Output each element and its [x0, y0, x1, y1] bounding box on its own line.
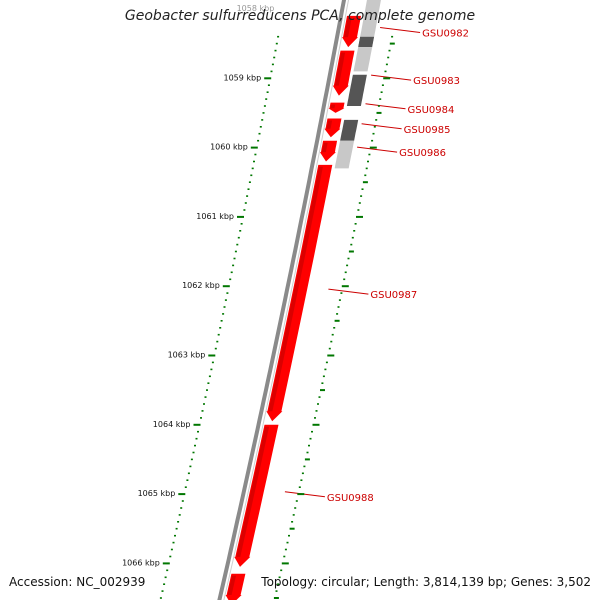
label-connector-gsu0984: [365, 103, 406, 110]
gene-shade-gsu0986: [321, 142, 328, 153]
genes-value: 3,502: [556, 575, 591, 589]
label-connector-gsu0982: [380, 27, 421, 33]
topology-label: Topology:: [261, 575, 318, 589]
gene-shade-gsu0982: [344, 17, 352, 38]
scale-label-1062: 1062 kbp: [182, 281, 220, 290]
label-connector-gsu0988: [284, 491, 325, 498]
gene-shade-gsu0983: [334, 52, 346, 86]
accession-info: Accession: NC_002939: [9, 575, 145, 589]
reverse-feature-6: [334, 140, 355, 169]
gene-label-gsu0987: GSU0987: [370, 290, 417, 301]
gene-shade-gsu0988: [236, 426, 270, 557]
accession-label: Accession:: [9, 575, 73, 589]
length-label: Length:: [373, 575, 420, 589]
gene-label-gsu0983: GSU0983: [413, 76, 460, 87]
scale-label-1058: 1058 kbp: [237, 4, 275, 13]
scale-label-1064: 1064 kbp: [153, 420, 191, 429]
genome-backbone: [217, 0, 347, 600]
gene-label-gsu0982: GSU0982: [422, 29, 469, 40]
map-title: Geobacter sulfurreducens PCA, complete g…: [124, 8, 476, 24]
label-connector-gsu0987: [328, 288, 369, 295]
genome-summary: Topology: circular; Length: 3,814,139 bp…: [261, 575, 591, 589]
label-connector-gsu0985: [361, 123, 402, 130]
label-connector-gsu0983: [371, 74, 412, 81]
scale-label-1065: 1065 kbp: [138, 489, 176, 498]
genes-label: Genes:: [510, 575, 553, 589]
genome-backbone-edge: [223, 0, 350, 600]
gene-shade-gsu0984: [330, 104, 336, 109]
scale-label-1066: 1066 kbp: [122, 558, 160, 567]
label-connector-gsu0986: [357, 146, 398, 153]
reverse-feature-1: [360, 0, 381, 37]
gene-label-gsu0988: GSU0988: [327, 493, 374, 504]
gene-label-gsu0986: GSU0986: [399, 148, 446, 159]
gene-label-gsu0985: GSU0985: [404, 125, 451, 136]
gene-shade-gsu0989: [227, 575, 236, 595]
gene-shade-gsu0987: [268, 166, 323, 412]
reverse-feature-3: [353, 47, 373, 72]
scale-label-1059: 1059 kbp: [223, 73, 261, 82]
reverse-feature-5: [340, 119, 359, 141]
scale-label-1063: 1063 kbp: [168, 351, 206, 360]
gene-label-gsu0984: GSU0984: [408, 105, 455, 116]
reverse-feature-4: [346, 74, 367, 106]
topology-value: circular: [321, 575, 366, 589]
reverse-feature-2: [358, 36, 375, 48]
gene-shade-gsu0985: [326, 120, 333, 129]
scale-label-1060: 1060 kbp: [210, 143, 248, 152]
length-value: 3,814,139 bp: [422, 575, 503, 589]
accession-value: NC_002939: [76, 575, 146, 589]
scale-label-1061: 1061 kbp: [196, 212, 234, 221]
